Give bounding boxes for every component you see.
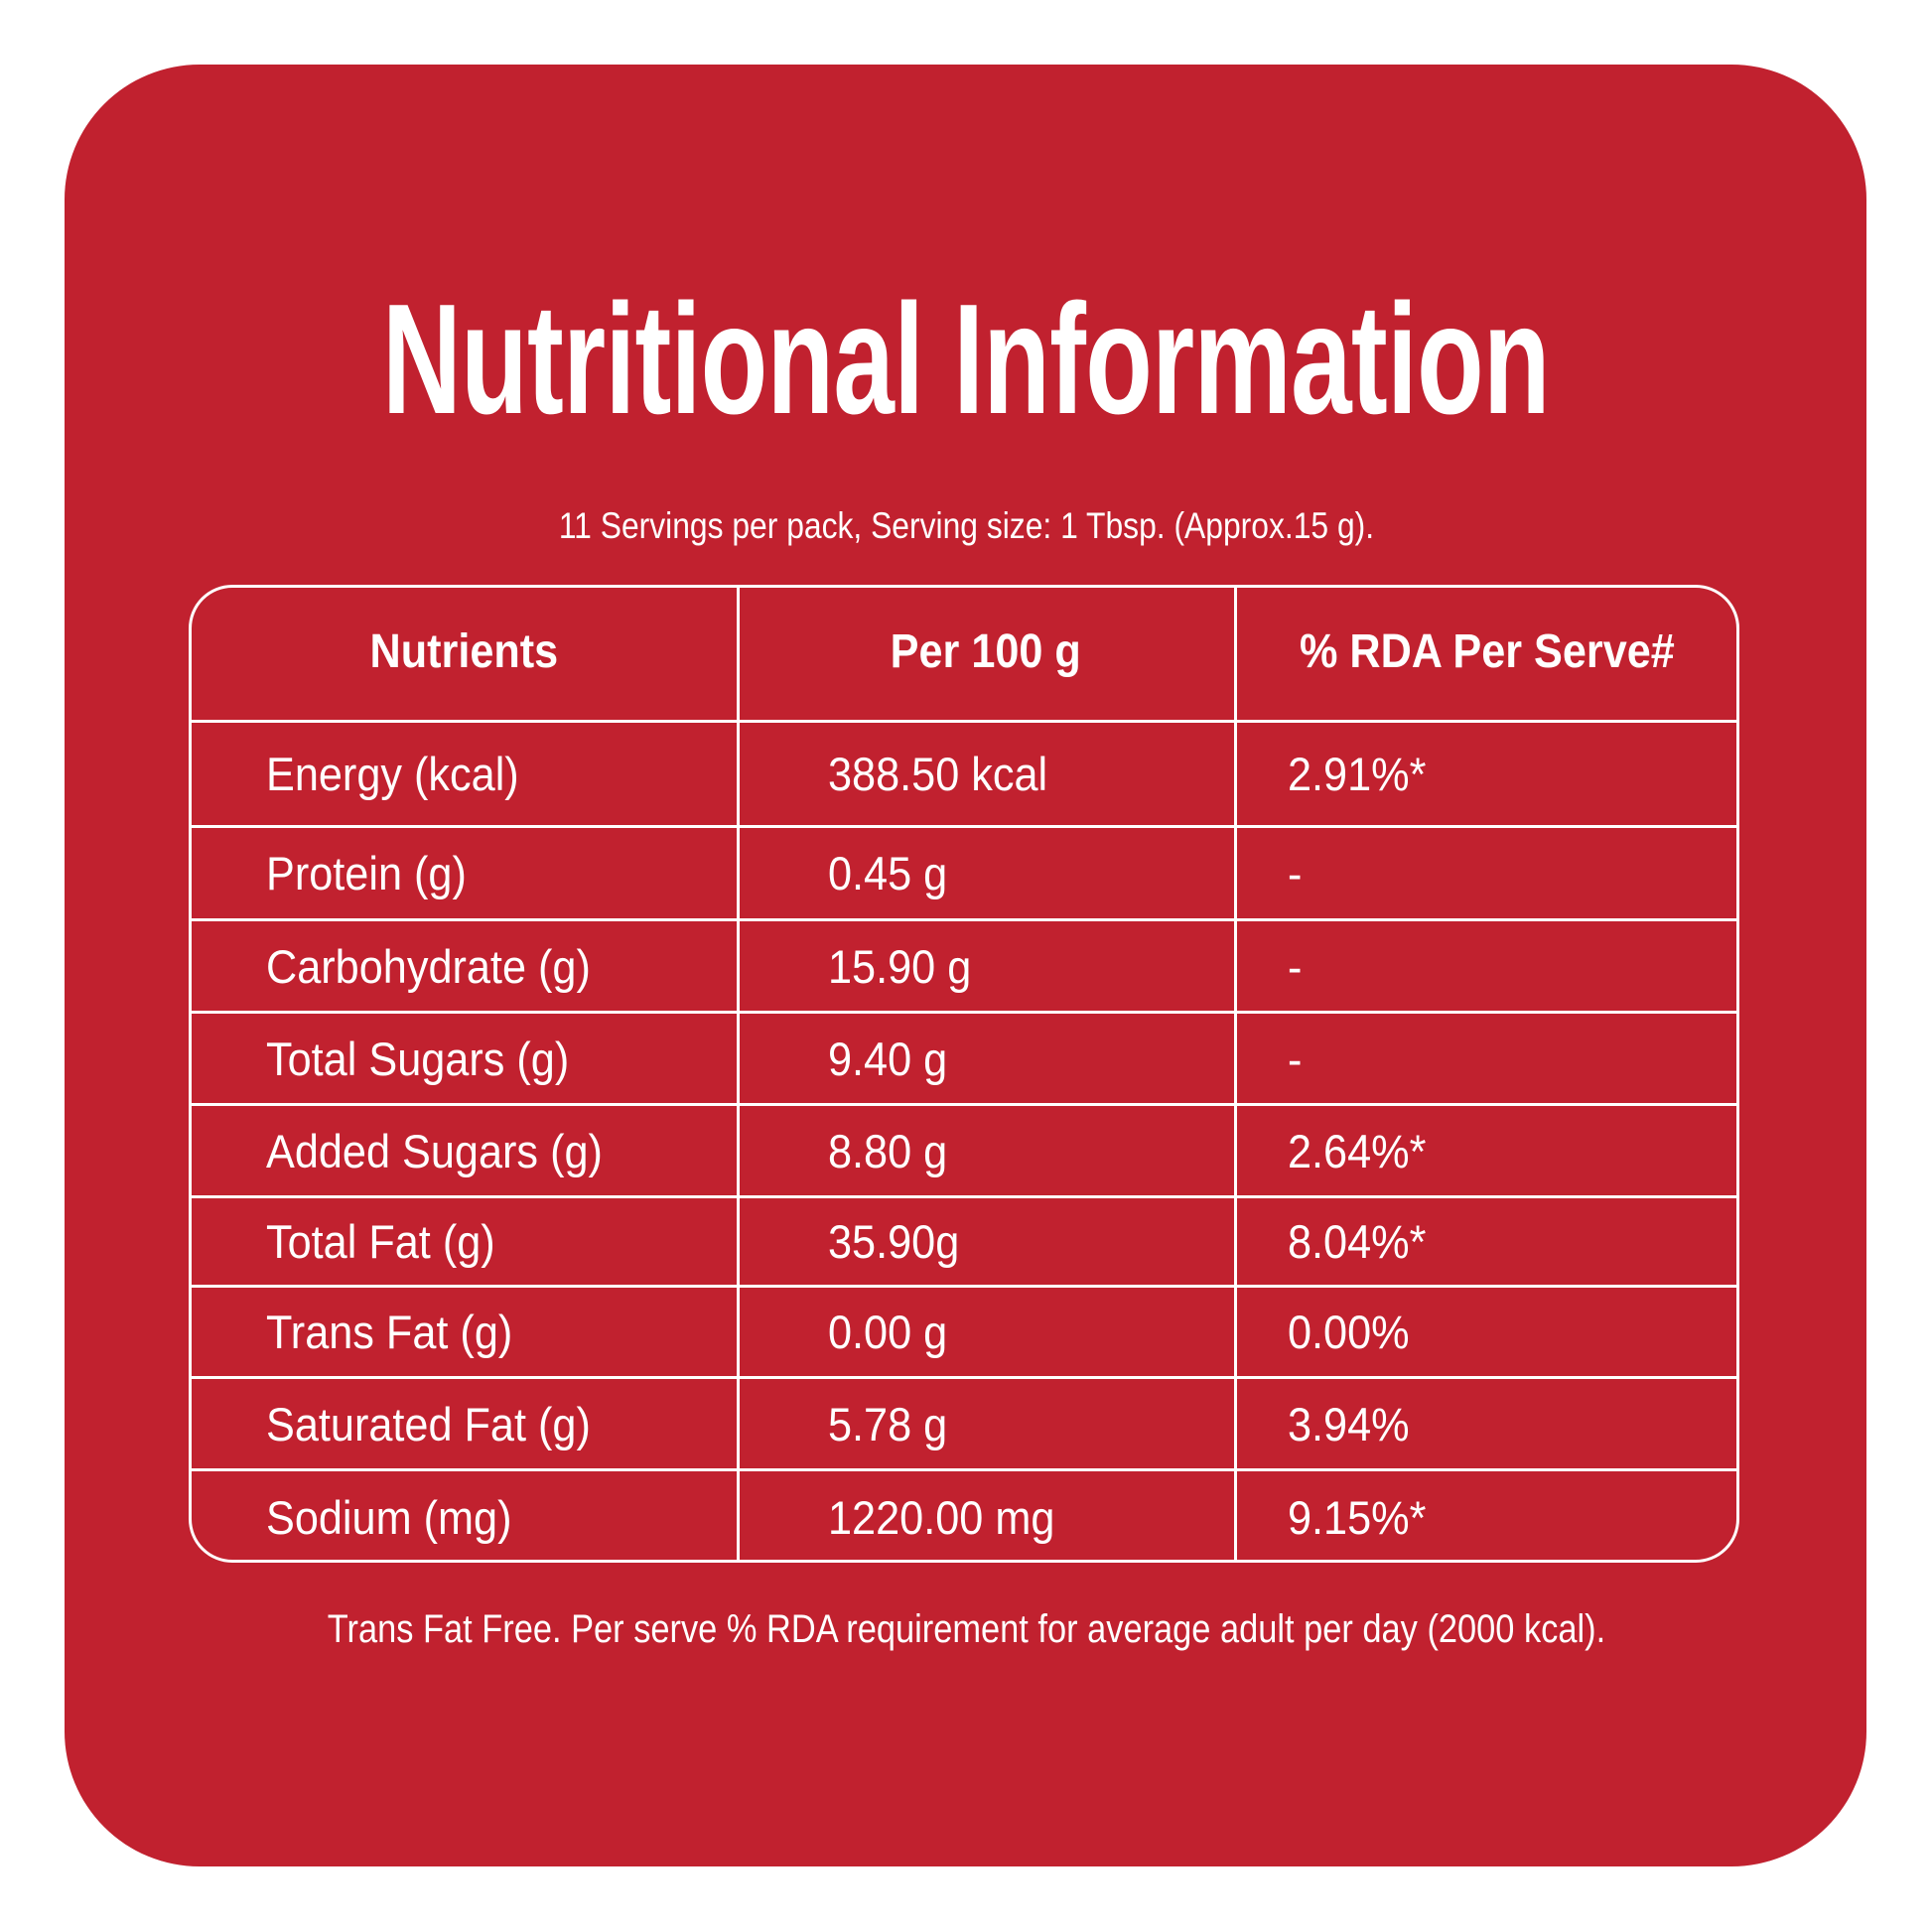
column-header-text: % RDA Per Serve# [1299, 625, 1675, 678]
rda-value: 2.91%* [1288, 750, 1439, 799]
cell-text: Energy (kcal) [266, 748, 519, 800]
nutrition-table: Nutrients Per 100 g % RDA Per Serve# Energy… [189, 585, 1739, 1563]
cell-text: Total Fat (g) [266, 1215, 495, 1268]
title-text: Nutritional Information [382, 272, 1551, 447]
nutrient-name: Trans Fat (g) [266, 1308, 534, 1357]
per-100g-value: 35.90g [828, 1217, 971, 1267]
column-divider [1234, 588, 1237, 1560]
row-divider [192, 1376, 1736, 1379]
rda-value: 2.64%* [1288, 1124, 1439, 1177]
column-header-text: Per 100 g [890, 625, 1081, 678]
rda-value: 3.94% [1288, 1397, 1420, 1450]
nutrient-name: Saturated Fat (g) [266, 1397, 619, 1450]
rda-value: 8.04%* [1288, 1217, 1439, 1267]
nutrient-name: Total Fat (g) [266, 1217, 515, 1267]
cell-text: 0.45 g [828, 847, 948, 899]
cell-text: 35.90g [828, 1215, 960, 1268]
row-divider [192, 1195, 1736, 1198]
rda-value: - [1288, 1032, 1304, 1085]
page-title: Nutritional Information [0, 280, 1932, 439]
nutrient-name: Energy (kcal) [266, 750, 541, 799]
cell-text: Sodium (mg) [266, 1490, 512, 1544]
rda-value: 0.00% [1288, 1308, 1420, 1357]
cell-text: - [1288, 1032, 1303, 1085]
row-divider [192, 825, 1736, 828]
cell-text: 0.00% [1288, 1306, 1410, 1358]
cell-text: 2.91%* [1288, 748, 1427, 800]
nutrient-name: Protein (g) [266, 849, 483, 898]
cell-text: Total Sugars (g) [266, 1032, 570, 1085]
footer-note: Trans Fat Free. Per serve % RDA requirem… [0, 1606, 1932, 1652]
nutrient-name: Sodium (mg) [266, 1490, 533, 1544]
row-divider [192, 918, 1736, 921]
cell-text: 1220.00 mg [828, 1490, 1055, 1544]
footer-text: Trans Fat Free. Per serve % RDA requirem… [327, 1607, 1605, 1651]
serving-info: 11 Servings per pack, Serving size: 1 Tb… [0, 504, 1932, 548]
cell-text: 2.64%* [1288, 1124, 1427, 1177]
cell-text: 9.15%* [1288, 1490, 1427, 1544]
column-header-text: Nutrients [369, 625, 559, 678]
cell-text: Added Sugars (g) [266, 1124, 603, 1177]
per-100g-value: 15.90 g [828, 939, 984, 993]
row-divider [192, 1285, 1736, 1288]
column-header: % RDA Per Serve# [1234, 625, 1736, 678]
cell-text: 9.40 g [828, 1032, 948, 1085]
cell-text: - [1288, 847, 1303, 899]
per-100g-value: 9.40 g [828, 1032, 958, 1085]
cell-text: Carbohydrate (g) [266, 939, 591, 993]
cell-text: Trans Fat (g) [266, 1306, 513, 1358]
cell-text: 8.80 g [828, 1124, 948, 1177]
per-100g-value: 5.78 g [828, 1397, 958, 1450]
cell-text: - [1288, 939, 1303, 993]
cell-text: 0.00 g [828, 1306, 948, 1358]
per-100g-value: 388.50 kcal [828, 750, 1066, 799]
rda-value: 9.15%* [1288, 1490, 1439, 1544]
serving-info-text: 11 Servings per pack, Serving size: 1 Tb… [558, 505, 1374, 546]
cell-text: 3.94% [1288, 1397, 1410, 1450]
cell-text: Saturated Fat (g) [266, 1397, 591, 1450]
cell-text: 5.78 g [828, 1397, 948, 1450]
per-100g-value: 0.45 g [828, 849, 958, 898]
column-header: Per 100 g [737, 627, 1234, 677]
row-divider [192, 1103, 1736, 1106]
column-header: Nutrients [192, 627, 737, 677]
nutrient-name: Added Sugars (g) [266, 1124, 631, 1177]
rda-value: - [1288, 849, 1304, 898]
cell-text: 15.90 g [828, 939, 972, 993]
nutrient-name: Total Sugars (g) [266, 1032, 596, 1085]
row-divider [192, 1011, 1736, 1014]
cell-text: 8.04%* [1288, 1215, 1427, 1268]
column-divider [737, 588, 740, 1560]
row-divider [192, 1468, 1736, 1471]
rda-value: - [1288, 939, 1304, 993]
nutrition-card [65, 65, 1866, 1866]
per-100g-value: 1220.00 mg [828, 1490, 1074, 1544]
cell-text: Protein (g) [266, 847, 467, 899]
nutrient-name: Carbohydrate (g) [266, 939, 619, 993]
per-100g-value: 8.80 g [828, 1124, 958, 1177]
per-100g-value: 0.00 g [828, 1308, 958, 1357]
cell-text: 388.50 kcal [828, 748, 1048, 800]
row-divider [192, 720, 1736, 723]
